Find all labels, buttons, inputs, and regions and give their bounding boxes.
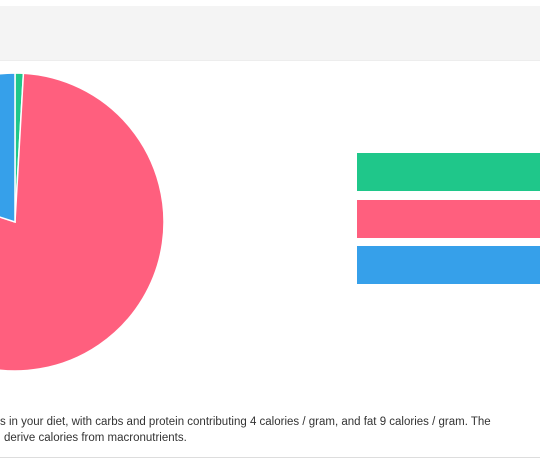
chart-caption: s in your diet, with carbs and protein c…	[0, 414, 540, 446]
panel-header-bar	[0, 6, 540, 61]
divider	[0, 457, 540, 458]
caption-line-1: s in your diet, with carbs and protein c…	[0, 416, 491, 428]
pie-slice-pink	[0, 72, 165, 372]
legend-swatch-pink	[357, 200, 540, 238]
legend-swatch-blue	[357, 246, 540, 284]
caption-line-2: derive calories from macronutrients.	[4, 432, 187, 444]
pie-slice-blue	[0, 72, 16, 224]
legend-swatch-green	[357, 153, 540, 191]
